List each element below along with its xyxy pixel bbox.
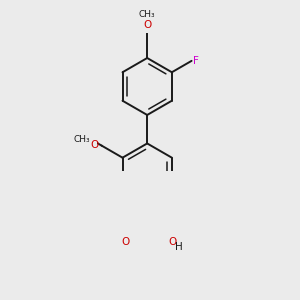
Text: CH₃: CH₃: [139, 10, 155, 19]
Text: O: O: [91, 140, 99, 150]
Text: H: H: [175, 242, 183, 251]
Text: O: O: [143, 20, 151, 30]
Text: CH₃: CH₃: [74, 135, 90, 144]
Text: O: O: [122, 237, 130, 247]
Text: O: O: [169, 237, 177, 247]
Text: F: F: [193, 56, 199, 66]
